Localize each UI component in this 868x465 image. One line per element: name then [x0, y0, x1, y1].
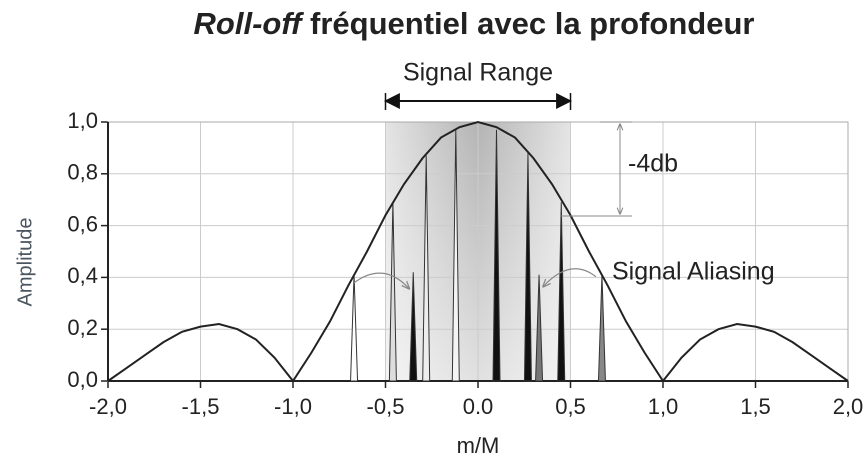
aliasing-label: Signal Aliasing: [612, 258, 775, 286]
x-tick-label: 0,5: [555, 394, 586, 419]
x-tick-label: -1,5: [182, 394, 220, 419]
spike: [409, 272, 418, 382]
x-tick-label: 2,0: [833, 394, 864, 419]
spike: [492, 129, 501, 382]
y-tick-label: 0,2: [67, 315, 98, 340]
range-label: Signal Range: [403, 59, 553, 87]
spike: [597, 274, 606, 382]
alias-arrow: [543, 268, 597, 287]
x-tick-label: 0.0: [463, 394, 494, 419]
spike: [350, 274, 359, 382]
y-tick-label: 1,0: [67, 108, 98, 133]
x-tick-label: -1,0: [274, 394, 312, 419]
x-tick-label: -2,0: [89, 394, 127, 419]
y-axis-label: Amplitude: [14, 218, 36, 307]
title-rest: fréquentiel avec la profondeur: [310, 6, 754, 41]
x-tick-label: 1,5: [740, 394, 771, 419]
spike: [535, 274, 544, 382]
envelope-line: [107, 120, 849, 383]
spike: [523, 153, 532, 382]
y-tick-label: 0,4: [67, 263, 98, 288]
x-axis-label: m/M: [457, 433, 500, 458]
y-tick-label: 0,8: [67, 160, 98, 185]
spike: [451, 129, 460, 382]
spike: [388, 202, 397, 382]
spike: [557, 202, 566, 382]
y-tick-label: 0,6: [67, 211, 98, 236]
drop-label: -4db: [628, 150, 678, 178]
x-tick-label: 1,0: [648, 394, 679, 419]
spike: [422, 155, 431, 382]
alias-arrow: [353, 272, 409, 289]
y-tick-label: 0,0: [67, 367, 98, 392]
title-italic: Roll-off: [194, 6, 305, 41]
x-tick-label: -0,5: [367, 394, 405, 419]
chart-title: Roll-off fréquentiel avec la profondeur: [194, 6, 755, 41]
